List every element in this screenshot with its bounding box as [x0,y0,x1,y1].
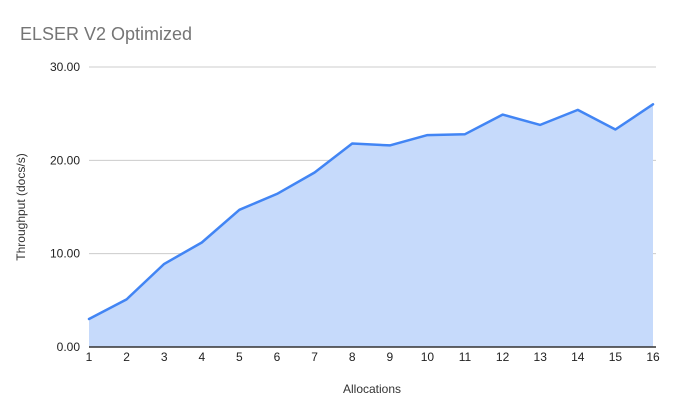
x-tick-label: 1 [86,350,93,364]
x-tick-label: 4 [198,350,205,364]
area-fill [89,104,653,347]
x-tick-label: 9 [386,350,393,364]
x-tick-label: 12 [496,350,510,364]
chart-title: ELSER V2 Optimized [20,24,193,44]
x-tick-label: 13 [534,350,548,364]
x-tick-label: 5 [236,350,243,364]
y-tick-label: 20.00 [50,153,80,167]
x-tick-label: 15 [609,350,623,364]
line-path [87,103,655,321]
x-tick-label: 14 [571,350,585,364]
y-tick-label: 0.00 [57,340,81,354]
x-tick-label: 6 [274,350,281,364]
y-tick-label: 10.00 [50,247,80,261]
x-tick-label: 16 [646,350,660,364]
x-tick-label: 10 [421,350,435,364]
x-axis-title: Allocations [342,382,402,396]
x-tick-label: 8 [349,350,356,364]
x-tick-label: 7 [311,350,318,364]
x-tick-label: 2 [123,350,130,364]
y-tick-label: 30.00 [50,60,80,74]
x-tick-label: 3 [161,350,168,364]
x-tick-label: 11 [459,350,472,364]
